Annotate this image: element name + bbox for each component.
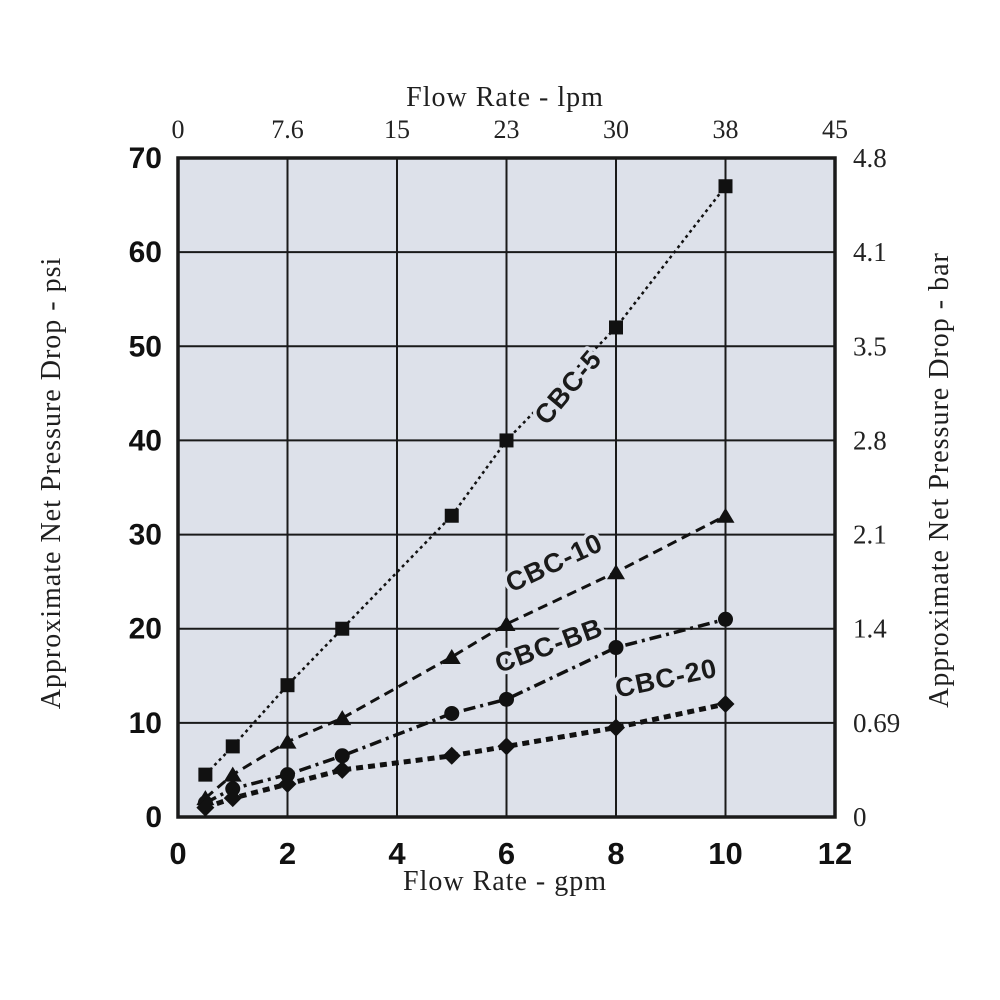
bottom-axis-tick: 2 — [279, 836, 296, 871]
marker-circle — [608, 640, 624, 656]
marker-circle — [334, 748, 350, 764]
top-axis-tick: 45 — [822, 115, 848, 144]
marker-triangle — [716, 507, 735, 523]
series-line-cbc-10 — [204, 514, 727, 800]
left-axis-tick: 70 — [129, 142, 162, 175]
top-axis-tick: 38 — [713, 115, 739, 144]
top-axis-tick: 0 — [172, 115, 185, 144]
bottom-axis-tick: 12 — [818, 836, 852, 871]
bottom-axis-tick: 6 — [498, 836, 515, 871]
right-axis-tick: 4.8 — [853, 143, 887, 173]
right-axis-tick: 0.69 — [853, 708, 900, 738]
marker-triangle — [278, 733, 297, 749]
bottom-axis-tick: 0 — [169, 836, 186, 871]
top-axis-tick: 23 — [494, 115, 520, 144]
left-axis-tick: 20 — [129, 613, 162, 646]
marker-square — [499, 433, 514, 448]
marker-square — [718, 179, 733, 194]
marker-square — [609, 320, 623, 335]
left-axis-tick: 60 — [129, 236, 162, 269]
plot-border — [176, 156, 837, 819]
series-line-cbc-5 — [204, 185, 727, 776]
left-axis-tick: 40 — [129, 424, 162, 457]
left-axis-tick: 30 — [129, 519, 162, 552]
marker-diamond — [497, 737, 516, 756]
top-axis-tick: 7.6 — [271, 115, 304, 144]
marker-triangle — [223, 766, 242, 782]
marker-square — [335, 621, 350, 636]
right-axis-tick: 0 — [853, 802, 867, 832]
marker-square — [280, 678, 295, 693]
marker-diamond — [333, 760, 352, 779]
marker-diamond — [442, 746, 461, 765]
marker-diamond — [716, 695, 735, 714]
marker-square — [198, 767, 213, 782]
marker-diamond — [223, 789, 242, 808]
marker-circle — [225, 781, 241, 797]
right-axis-tick: 1.4 — [853, 614, 887, 644]
series-line-cbc-bb — [204, 617, 726, 805]
top-axis-tick: 15 — [384, 115, 410, 144]
marker-triangle — [607, 564, 625, 580]
series-line-cbc-20 — [204, 701, 727, 810]
marker-triangle — [442, 648, 461, 664]
marker-circle — [280, 767, 295, 783]
marker-diamond — [278, 775, 297, 794]
marker-diamond — [196, 798, 215, 817]
marker-square — [225, 739, 240, 754]
left-axis-tick: 0 — [145, 801, 162, 834]
right-axis-tick: 2.1 — [853, 520, 887, 550]
bottom-axis-tick: 8 — [607, 836, 624, 871]
right-axis-tick: 4.1 — [853, 237, 887, 267]
top-axis-tick: 30 — [603, 115, 629, 144]
right-axis-tick: 2.8 — [853, 425, 887, 455]
marker-square — [444, 508, 459, 523]
marker-triangle — [333, 710, 352, 726]
top-axis-title: Flow Rate - lpm — [406, 82, 604, 113]
bottom-axis-tick: 10 — [708, 836, 742, 871]
right-axis-tick: 3.5 — [853, 331, 887, 361]
marker-circle — [718, 611, 733, 627]
left-axis-tick: 50 — [129, 330, 162, 363]
marker-circle — [499, 691, 514, 707]
marker-circle — [444, 705, 460, 721]
marker-diamond — [607, 718, 625, 737]
left-axis-tick: 10 — [129, 707, 162, 740]
marker-triangle — [497, 616, 516, 632]
bottom-axis-title: Flow Rate - gpm — [403, 866, 607, 897]
bottom-axis-tick: 4 — [388, 836, 406, 871]
